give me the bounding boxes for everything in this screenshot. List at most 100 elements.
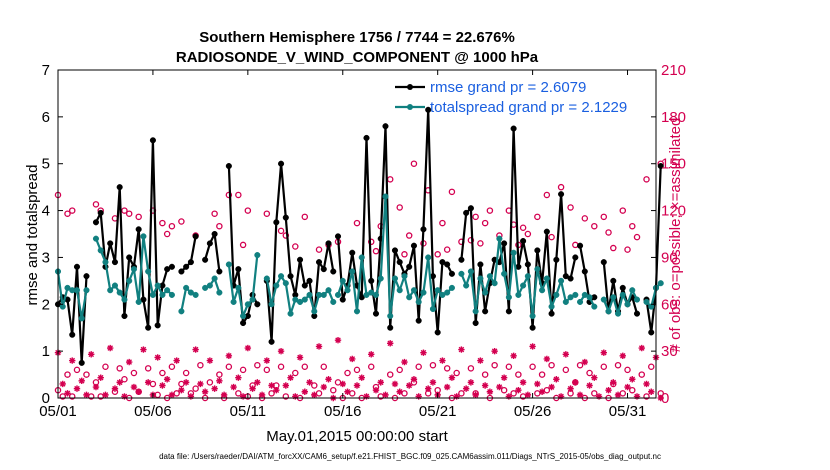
obs-assimilated-marker <box>372 386 380 394</box>
totalspread-point <box>183 284 190 291</box>
obs-assimilated-marker <box>163 376 171 383</box>
obs-possible-marker <box>643 176 650 183</box>
totalspread-point <box>301 296 308 303</box>
obs-possible-marker <box>619 207 627 214</box>
rmse-point <box>567 275 574 282</box>
obs-possible-marker <box>614 361 622 369</box>
obs-assimilated-marker <box>648 388 655 395</box>
totalspread-point <box>643 298 650 305</box>
totalspread-point <box>434 287 441 294</box>
obs-possible-marker <box>135 213 142 221</box>
obs-possible-marker <box>197 361 204 369</box>
chart-title-line1: Southern Hemisphere 1756 / 7744 = 22.676… <box>199 29 515 46</box>
obs-assimilated-marker <box>420 349 427 356</box>
obs-possible-marker <box>235 390 242 397</box>
obs-possible-marker <box>216 222 223 230</box>
obs-possible-marker <box>557 183 565 191</box>
obs-assimilated-marker <box>73 385 81 392</box>
totalspread-point <box>543 275 550 282</box>
totalspread-point <box>610 294 617 301</box>
rmse-point <box>149 137 156 144</box>
rmse-point <box>600 259 607 266</box>
obs-assimilated-marker <box>125 358 133 366</box>
totalspread-point <box>401 273 408 280</box>
obs-assimilated-marker <box>349 355 356 363</box>
obs-assimilated-marker <box>610 379 617 386</box>
obs-assimilated-marker <box>467 379 475 386</box>
totalspread-point <box>425 254 432 261</box>
totalspread-point <box>249 296 256 303</box>
obs-assimilated-marker <box>277 347 285 355</box>
rmse-point <box>296 256 304 263</box>
obs-possible-marker <box>491 361 498 369</box>
obs-assimilated-marker <box>557 393 565 400</box>
totalspread-point <box>377 275 384 282</box>
rmse-point <box>534 247 541 254</box>
rmse-point <box>97 209 104 216</box>
obs-assimilated-marker <box>387 340 394 347</box>
obs-possible-marker <box>130 369 138 377</box>
obs-possible-marker <box>144 365 152 372</box>
obs-assimilated-marker <box>472 391 479 399</box>
obs-assimilated-marker <box>368 351 375 358</box>
obs-possible-marker <box>386 371 394 378</box>
y-axis-left-label: rmse and totalspread <box>24 165 41 306</box>
rmse-point <box>572 254 579 261</box>
totalspread-point <box>240 312 247 320</box>
totalspread-line <box>645 282 662 308</box>
obs-possible-marker <box>610 244 617 252</box>
totalspread-point <box>387 312 394 320</box>
obs-assimilated-marker <box>396 388 403 395</box>
obs-possible-marker <box>538 371 546 378</box>
obs-possible-marker <box>562 366 570 374</box>
rmse-point <box>391 247 399 254</box>
obs-possible-marker <box>68 393 76 400</box>
x-tick-label: 05/16 <box>324 403 362 420</box>
obs-possible-marker <box>301 213 309 221</box>
rmse-point <box>325 240 332 247</box>
obs-assimilated-marker <box>638 344 645 352</box>
totalspread-point <box>463 282 470 289</box>
rmse-point <box>382 123 389 130</box>
obs-assimilated-marker <box>657 394 664 402</box>
totalspread-point <box>235 284 242 291</box>
totalspread-point <box>287 310 294 317</box>
y-left-tick-label: 2 <box>42 296 50 313</box>
totalspread-point <box>244 301 251 308</box>
totalspread-point <box>415 298 422 305</box>
obs-assimilated-marker <box>462 385 470 392</box>
obs-assimilated-marker <box>529 343 536 350</box>
rmse-line <box>204 232 221 272</box>
totalspread-point <box>330 298 337 305</box>
obs-assimilated-marker <box>443 383 451 391</box>
obs-possible-marker <box>524 230 532 238</box>
obs-possible-marker <box>453 369 460 377</box>
rmse-point <box>268 338 275 345</box>
rmse-point <box>330 268 337 275</box>
rmse-point <box>577 242 584 249</box>
totalspread-point <box>178 308 185 315</box>
legend: rmse grand pr = 2.6079 totalspread grand … <box>395 79 627 116</box>
obs-possible-marker <box>472 213 479 221</box>
totalspread-point <box>657 280 664 287</box>
obs-assimilated-marker <box>624 383 631 391</box>
rmse-point <box>553 256 560 263</box>
legend-marker-spread <box>407 104 413 110</box>
obs-possible-marker <box>282 393 290 400</box>
totalspread-point <box>254 252 261 259</box>
rmse-point <box>273 219 280 226</box>
obs-assimilated-marker <box>524 391 532 399</box>
obs-possible-marker <box>182 369 190 377</box>
rmse-point <box>78 359 85 366</box>
obs-assimilated-marker <box>249 385 256 392</box>
x-tick-label: 05/31 <box>609 403 647 420</box>
obs-possible-marker <box>367 363 375 371</box>
y-right-tick-label: 60 <box>661 296 678 313</box>
obs-possible-marker <box>629 386 636 394</box>
obs-possible-marker <box>353 366 361 374</box>
rmse-point <box>111 259 119 266</box>
legend-marker-rmse <box>407 84 413 90</box>
obs-assimilated-marker <box>543 355 551 363</box>
obs-assimilated-marker <box>591 374 598 381</box>
